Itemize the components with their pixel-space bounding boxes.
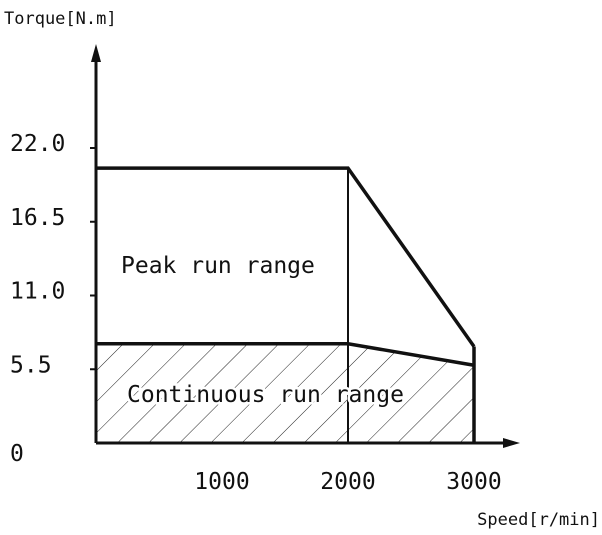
y-tick-label: 0 — [10, 441, 24, 467]
peak-run-range-label: Peak run range — [121, 253, 315, 279]
y-tick-label: 11.0 — [10, 279, 65, 305]
x-tick-label: 1000 — [194, 469, 249, 495]
y-tick-label: 5.5 — [10, 352, 52, 378]
x-tick-group: 1000 2000 3000 — [194, 469, 501, 495]
continuous-run-range-label: Continuous run range — [127, 382, 404, 408]
y-tick-label: 22.0 — [10, 131, 65, 157]
x-tick-label: 2000 — [320, 469, 375, 495]
y-tick-label: 16.5 — [10, 205, 65, 231]
y-axis-arrow — [91, 44, 101, 62]
x-tick-label: 3000 — [446, 469, 501, 495]
x-axis-label: Speed[r/min] — [477, 510, 600, 530]
y-axis-label: Torque[N.m] — [4, 9, 117, 29]
continuous-run-region — [96, 343, 474, 443]
x-axis-arrow — [503, 438, 520, 448]
y-tick-group: 0 5.5 11.0 16.5 22.0 — [10, 131, 96, 467]
